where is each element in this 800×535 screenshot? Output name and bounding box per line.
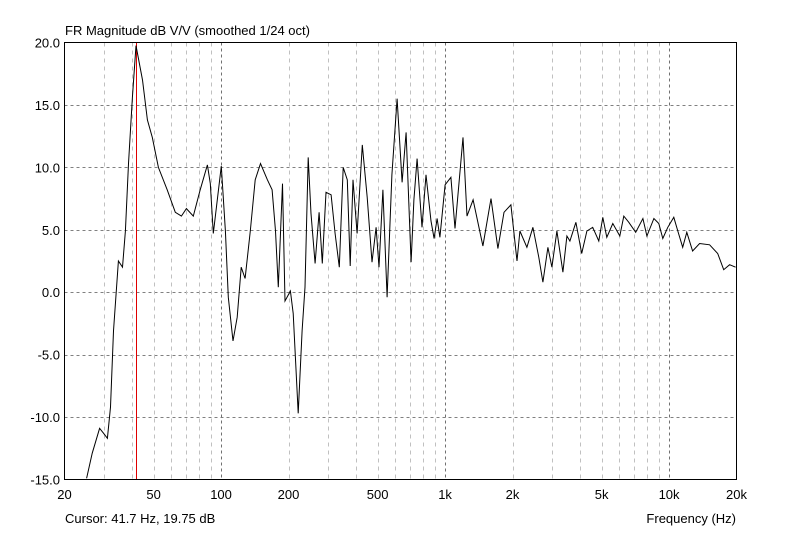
y-tick-label: 0.0 <box>42 285 60 300</box>
x-tick-label: 10k <box>659 487 680 502</box>
x-axis-label: Frequency (Hz) <box>646 511 736 526</box>
y-tick-label: 15.0 <box>35 98 60 113</box>
cursor-readout: Cursor: 41.7 Hz, 19.75 dB <box>65 511 215 526</box>
y-tick-label: -5.0 <box>38 348 60 363</box>
x-tick-label: 20 <box>57 487 71 502</box>
y-axis-ticks: 20.0 15.0 10.0 5.0 0.0 -5.0 -10.0 -15.0 <box>30 36 60 488</box>
x-tick-label: 100 <box>210 487 232 502</box>
x-tick-label: 20k <box>726 487 747 502</box>
x-axis-ticks: 20 50 100 200 500 1k 2k 5k 10k 20k <box>57 487 747 502</box>
chart-title: FR Magnitude dB V/V (smoothed 1/24 oct) <box>65 23 310 38</box>
x-tick-label: 2k <box>506 487 520 502</box>
y-tick-label: 20.0 <box>35 36 60 51</box>
series-line <box>86 45 736 479</box>
x-tick-label: 200 <box>278 487 300 502</box>
plot-frame <box>64 42 737 480</box>
x-tick-label: 1k <box>438 487 452 502</box>
x-tick-label: 500 <box>367 487 389 502</box>
y-tick-label: 10.0 <box>35 160 60 175</box>
x-tick-label: 5k <box>595 487 609 502</box>
grid <box>64 42 737 480</box>
y-tick-label: 5.0 <box>42 223 60 238</box>
y-tick-label: -15.0 <box>30 473 60 488</box>
x-tick-label: 50 <box>146 487 160 502</box>
y-tick-label: -10.0 <box>30 410 60 425</box>
